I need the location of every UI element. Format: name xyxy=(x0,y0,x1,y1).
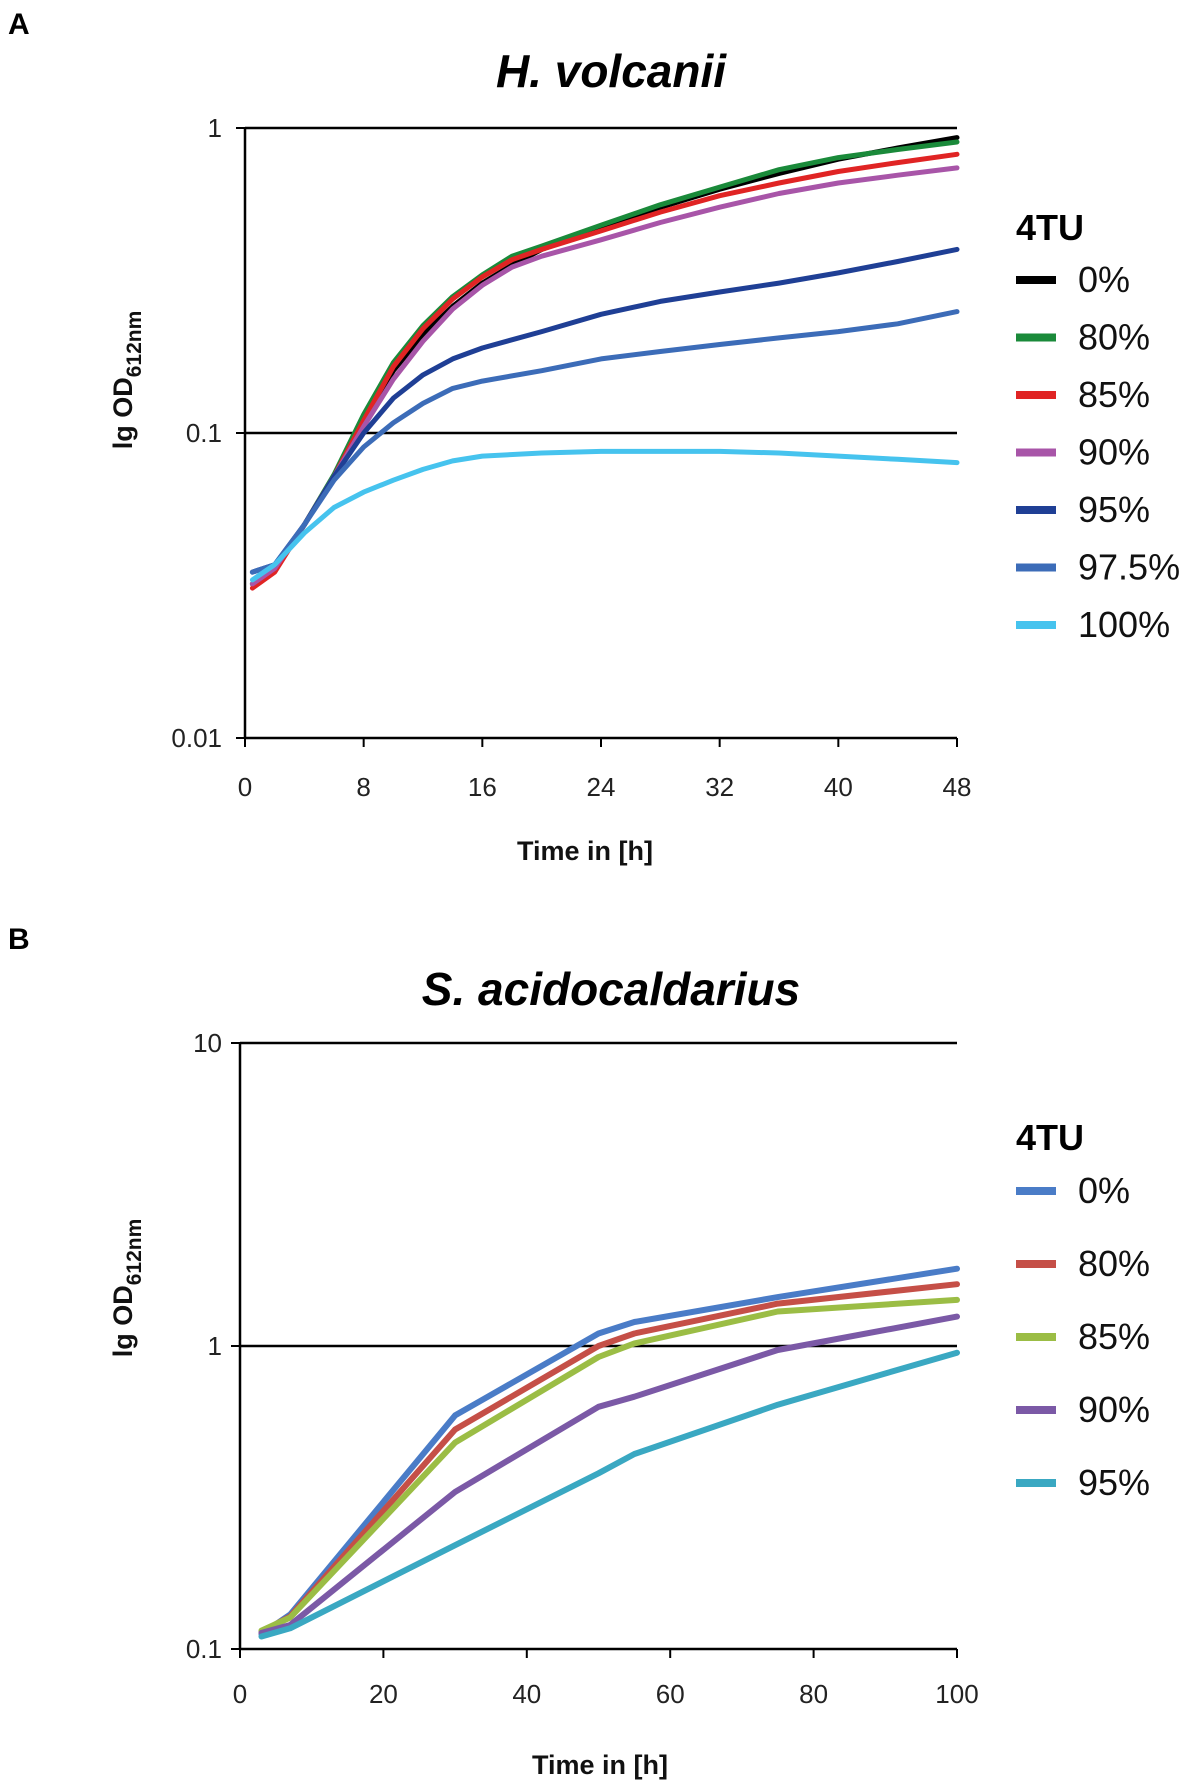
panel-a-x-tick-label: 40 xyxy=(824,772,853,802)
panel-b-legend-label: 0% xyxy=(1078,1170,1130,1211)
panel-b-series-line xyxy=(258,1296,960,1634)
panel-b-y-tick-label: 10 xyxy=(193,1028,222,1058)
panel-b-series-line xyxy=(258,1349,960,1640)
panel-a-title: H. volcanii xyxy=(496,45,727,97)
panel-a-y-tick-label: 1 xyxy=(208,113,222,143)
panel-a-legend-label: 97.5% xyxy=(1078,547,1180,588)
panel-b-ylabel-main: lg OD xyxy=(108,1285,138,1357)
panel-a: A H. volcanii lg OD612nm Time in [h] 0 8 1… xyxy=(8,8,1180,866)
panel-b-legend-title: 4TU xyxy=(1016,1117,1084,1158)
panel-a-series-line xyxy=(249,139,960,587)
panel-b-x-tick-label: 60 xyxy=(656,1679,685,1709)
panel-b-legend-label: 90% xyxy=(1078,1389,1150,1430)
panel-b-y-tick-label: 0.1 xyxy=(186,1634,222,1664)
panel-b-letter: B xyxy=(8,923,30,956)
panel-a-series-line xyxy=(249,309,960,575)
panel-b: B S. acidocaldarius lg OD612nm Time in [… xyxy=(8,923,1150,1780)
panel-b-legend-label: 95% xyxy=(1078,1462,1150,1503)
panel-b-x-tick-label: 0 xyxy=(233,1679,247,1709)
panel-b-legend-items: 0% 80% 85% 90% 95% xyxy=(1016,1170,1150,1503)
panel-a-series-line xyxy=(249,246,960,575)
panel-a-legend-label: 95% xyxy=(1078,489,1150,530)
panel-b-x-axis-title: Time in [h] xyxy=(532,1750,668,1780)
panel-b-y-ticks: 0.1 1 10 xyxy=(186,1028,240,1664)
panel-b-ylabel-sub: 612nm xyxy=(123,1219,146,1286)
panel-a-x-tick-label: 24 xyxy=(587,772,616,802)
panel-a-x-axis-title: Time in [h] xyxy=(517,836,653,866)
panel-a-letter: A xyxy=(8,8,30,41)
panel-a-ylabel-main: lg OD xyxy=(108,377,138,449)
svg-text:lg OD612nm: lg OD612nm xyxy=(108,1219,146,1358)
panel-b-x-ticks: 0 20 40 60 80 100 xyxy=(233,1649,979,1709)
panel-b-gridlines xyxy=(240,1041,957,1348)
panel-a-legend-label: 100% xyxy=(1078,604,1170,645)
panel-a-y-ticks: 0.01 0.1 1 xyxy=(171,113,245,753)
panel-b-series-line xyxy=(258,1313,960,1636)
panel-a-legend-title: 4TU xyxy=(1016,207,1084,248)
panel-a-x-tick-label: 48 xyxy=(943,772,972,802)
panel-a-legend-items: 0% 80% 85% 90% 95% 97.5% 100% xyxy=(1016,259,1180,645)
panel-a-legend-label: 80% xyxy=(1078,317,1150,358)
panel-a-x-tick-label: 32 xyxy=(705,772,734,802)
svg-text:lg OD612nm: lg OD612nm xyxy=(108,311,146,450)
panel-a-legend: 4TU 0% 80% 85% 90% 95% 97.5% 100% xyxy=(1016,207,1180,645)
panel-a-gridlines xyxy=(245,126,957,435)
panel-b-series-group xyxy=(258,1265,960,1640)
panel-b-x-tick-label: 40 xyxy=(512,1679,541,1709)
panel-b-legend-label: 80% xyxy=(1078,1243,1150,1284)
panel-a-x-tick-label: 8 xyxy=(356,772,370,802)
panel-a-legend-label: 0% xyxy=(1078,259,1130,300)
panel-a-x-tick-label: 0 xyxy=(238,772,252,802)
panel-a-y-tick-label: 0.1 xyxy=(186,418,222,448)
panel-a-y-tick-label: 0.01 xyxy=(171,723,222,753)
panel-a-series-line xyxy=(249,448,960,583)
panel-a-legend-label: 90% xyxy=(1078,432,1150,473)
panel-b-title: S. acidocaldarius xyxy=(422,963,800,1015)
panel-b-x-tick-label: 100 xyxy=(935,1679,978,1709)
panel-a-series-group xyxy=(249,135,960,591)
panel-a-y-axis-title: lg OD612nm xyxy=(108,311,146,450)
panel-a-series-line xyxy=(249,151,960,591)
panel-a-x-ticks: 0 8 16 24 32 40 48 xyxy=(238,738,972,802)
panel-b-legend-label: 85% xyxy=(1078,1316,1150,1357)
panel-a-x-tick-label: 16 xyxy=(468,772,497,802)
panel-b-y-tick-label: 1 xyxy=(208,1331,222,1361)
panel-a-legend-label: 85% xyxy=(1078,374,1150,415)
panel-b-x-tick-label: 20 xyxy=(369,1679,398,1709)
panel-b-y-axis-title: lg OD612nm xyxy=(108,1219,146,1358)
panel-b-legend: 4TU 0% 80% 85% 90% 95% xyxy=(1016,1117,1150,1503)
panel-b-series-line xyxy=(258,1265,960,1638)
panel-b-x-tick-label: 80 xyxy=(799,1679,828,1709)
panel-a-ylabel-sub: 612nm xyxy=(123,311,146,378)
